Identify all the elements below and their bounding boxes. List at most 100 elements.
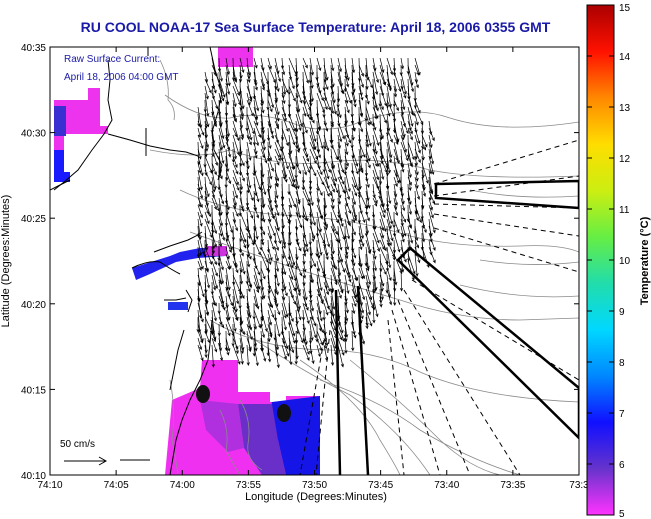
current-vector: [308, 155, 313, 171]
current-vector: [379, 211, 387, 233]
current-vector: [274, 295, 279, 308]
current-vector: [337, 288, 342, 299]
current-vector: [372, 106, 379, 119]
current-vector: [232, 330, 239, 355]
current-vector: [400, 92, 406, 111]
current-vector: [351, 183, 358, 197]
current-vector: [407, 141, 415, 161]
current-vector: [260, 204, 266, 223]
current-vector: [218, 190, 225, 205]
current-vector: [400, 211, 407, 223]
current-vector: [414, 162, 419, 176]
current-vector: [253, 295, 258, 308]
current-vector: [274, 141, 282, 159]
current-vector: [204, 246, 213, 266]
current-vector: [316, 302, 323, 322]
current-vector: [330, 218, 338, 236]
current-vector: [428, 127, 435, 142]
current-vector: [309, 274, 313, 299]
current-vector: [309, 134, 316, 151]
current-vector: [393, 267, 398, 286]
current-vector: [246, 169, 252, 189]
current-vector: [323, 162, 330, 180]
current-vector: [392, 92, 396, 108]
current-vector: [385, 281, 389, 294]
current-vector: [344, 246, 349, 260]
current-vector: [378, 92, 382, 108]
current-vector: [267, 211, 272, 223]
colorbar-tick-label: 14: [619, 52, 631, 63]
current-vector: [225, 148, 230, 173]
current-vector: [364, 64, 368, 79]
y-tick-label: 40:25: [21, 214, 46, 225]
current-vector: [407, 260, 415, 281]
current-vector: [407, 197, 413, 215]
current-vector: [358, 267, 364, 280]
current-vector: [301, 169, 306, 184]
current-vector: [232, 309, 238, 322]
current-vector: [204, 197, 212, 218]
current-vector: [428, 232, 436, 251]
current-vector: [365, 211, 370, 222]
current-vector: [358, 134, 363, 159]
current-vector: [351, 57, 356, 74]
current-vector: [239, 106, 244, 121]
current-vector: [225, 344, 230, 356]
current-vector: [218, 120, 225, 140]
current-vector: [386, 204, 394, 225]
current-vector: [379, 274, 385, 287]
current-vector: [385, 197, 390, 212]
current-vector: [344, 71, 350, 88]
current-vector: [351, 92, 357, 108]
current-vector: [351, 176, 357, 189]
current-vector: [358, 120, 364, 133]
current-vector: [365, 148, 371, 162]
current-vector: [365, 267, 372, 286]
sst-patch-harbor-cold: [54, 106, 66, 136]
current-vector: [344, 92, 349, 104]
current-vector: [218, 274, 223, 286]
current-vector: [316, 169, 325, 186]
current-vector: [246, 253, 251, 268]
current-vector: [281, 162, 288, 183]
current-vector: [302, 344, 310, 362]
current-vector: [267, 169, 272, 190]
current-vector: [344, 127, 352, 144]
current-vector: [260, 134, 265, 145]
current-vector: [309, 120, 317, 143]
current-vector: [274, 176, 279, 188]
current-vector: [330, 232, 335, 255]
current-vector: [344, 64, 350, 81]
current-vector: [246, 316, 251, 329]
current-vector: [351, 169, 360, 192]
scale-label: 50 cm/s: [60, 439, 95, 450]
current-vector: [197, 162, 202, 174]
current-vector: [288, 246, 296, 266]
current-vector: [288, 288, 297, 305]
current-vector: [232, 169, 239, 186]
current-vector: [225, 57, 231, 76]
current-vector: [218, 197, 223, 216]
current-vector: [232, 120, 240, 142]
current-vector: [379, 218, 385, 232]
current-vector: [267, 120, 275, 140]
current-vector: [211, 176, 216, 193]
current-vector: [288, 197, 293, 209]
current-vector: [197, 302, 204, 323]
current-vector: [302, 211, 307, 222]
current-vector: [260, 232, 265, 246]
current-vector: [358, 295, 365, 314]
current-vector: [372, 134, 378, 155]
current-vector: [281, 309, 287, 331]
current-vector: [309, 225, 316, 240]
sst-patch-inlet: [168, 302, 188, 310]
current-vector: [197, 274, 205, 298]
current-vector: [239, 316, 243, 333]
current-vector: [428, 176, 433, 201]
current-vector: [330, 316, 337, 332]
current-vector: [421, 246, 430, 268]
current-vector: [295, 85, 303, 104]
y-tick-label: 40:20: [21, 300, 46, 311]
current-vector: [399, 267, 404, 292]
current-vector: [330, 85, 336, 104]
